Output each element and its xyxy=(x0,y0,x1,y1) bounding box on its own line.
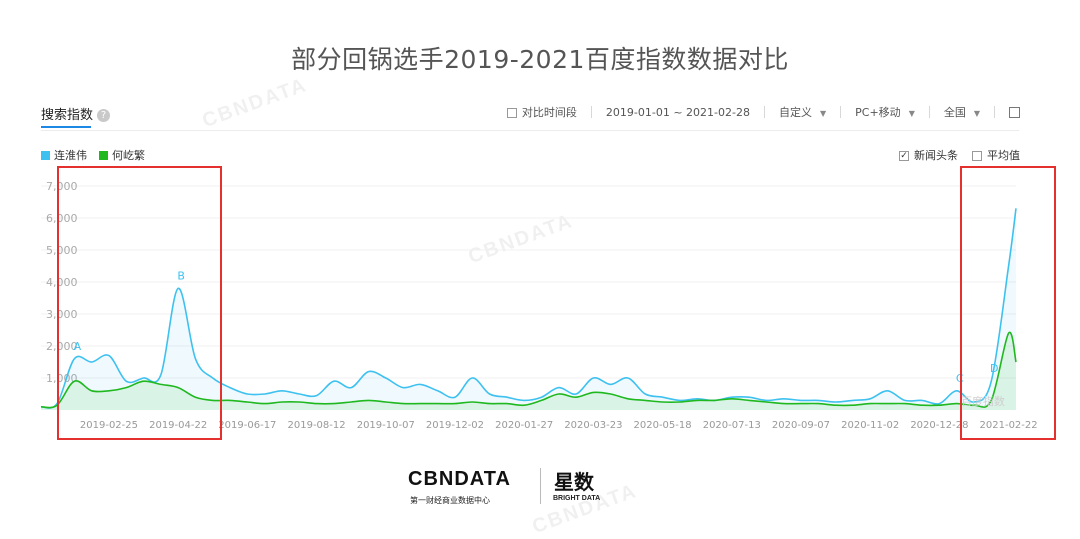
divider xyxy=(41,130,1019,131)
baidu-index-watermark: 百度指数 xyxy=(961,394,1005,408)
legend-label: 连淮伟 xyxy=(54,149,87,162)
region-dropdown[interactable]: 全国 ▼ xyxy=(944,104,980,120)
series-area-1 xyxy=(41,208,1016,410)
legend-swatch xyxy=(41,150,50,160)
chart-title: 部分回锅选手2019-2021百度指数数据对比 xyxy=(291,45,789,74)
footer-brand: CBNDATA 第一财经商业数据中心 星数 BRIGHT DATA xyxy=(0,462,1080,512)
y-tick-label: 7,000 xyxy=(46,180,78,193)
annotation-label: A xyxy=(74,340,82,353)
separator xyxy=(928,106,930,118)
x-tick-label: 2019-12-02 xyxy=(426,420,484,431)
custom-dropdown[interactable]: 自定义 ▼ xyxy=(779,104,826,120)
legend-label: 何屹繁 xyxy=(112,149,145,162)
panel-tab-underline xyxy=(41,126,91,128)
export-icon[interactable] xyxy=(1009,106,1020,118)
highlight-box-left xyxy=(57,166,222,440)
caret-down-icon: ▼ xyxy=(908,109,915,118)
date-range[interactable]: 2019-01-01 ~ 2021-02-28 xyxy=(605,105,750,119)
checkbox-icon[interactable] xyxy=(506,108,517,118)
separator xyxy=(764,106,765,118)
caret-down-icon: ▼ xyxy=(820,109,827,118)
series-line-1 xyxy=(40,208,1017,409)
x-tick-label: 2019-10-07 xyxy=(357,420,415,431)
y-tick-label: 4,000 xyxy=(46,276,78,289)
x-tick-label: 2020-11-02 xyxy=(841,420,899,431)
x-tick-label: 2020-05-18 xyxy=(634,420,692,431)
x-tick-label: 2019-06-17 xyxy=(218,420,276,431)
cbndata-logo: CBNDATA xyxy=(408,468,511,490)
average-toggle[interactable]: 平均值 xyxy=(972,147,1020,163)
y-tick-label: 6,000 xyxy=(46,212,78,225)
x-tick-label: 2019-04-22 xyxy=(149,420,207,431)
legend: 连淮伟 何屹繁 xyxy=(41,147,145,163)
y-tick-label: 1,000 xyxy=(46,372,78,385)
x-tick-label: 2019-08-12 xyxy=(288,420,346,431)
y-tick-label: 5,000 xyxy=(46,244,78,257)
compare-toggle[interactable]: 对比时间段 xyxy=(506,104,577,120)
brightdata-logo: 星数 xyxy=(554,470,594,494)
x-tick-label: 2019-02-25 xyxy=(80,420,138,431)
separator xyxy=(840,106,842,118)
panel-title-label: 搜索指数 xyxy=(41,108,94,123)
compare-label: 对比时间段 xyxy=(521,106,577,119)
device-label: PC+移动 xyxy=(855,106,901,119)
x-tick-label: 2021-02-22 xyxy=(980,420,1038,431)
x-tick-label: 2020-09-07 xyxy=(772,420,830,431)
y-tick-label: 2,000 xyxy=(46,340,78,353)
checkbox-checked-icon[interactable]: ✓ xyxy=(899,151,909,161)
annotation-label: C xyxy=(956,372,964,385)
x-tick-label: 2020-07-13 xyxy=(703,420,761,431)
legend-item-series-1[interactable]: 连淮伟 xyxy=(41,147,87,163)
region-label: 全国 xyxy=(943,106,966,119)
news-toggle[interactable]: ✓ 新闻头条 xyxy=(899,147,958,163)
separator xyxy=(994,106,995,118)
y-tick-label: 3,000 xyxy=(46,308,78,321)
legend-item-series-2[interactable]: 何屹繁 xyxy=(99,147,145,163)
toolbar: 对比时间段 2019-01-01 ~ 2021-02-28 自定义 ▼ PC+移动… xyxy=(506,104,1020,120)
help-icon[interactable]: ? xyxy=(97,109,111,122)
series-area-2 xyxy=(41,332,1016,410)
device-dropdown[interactable]: PC+移动 ▼ xyxy=(855,104,915,120)
chart-options: ✓ 新闻头条 平均值 xyxy=(899,147,1020,163)
checkbox-icon[interactable] xyxy=(972,151,982,161)
separator xyxy=(590,106,592,118)
annotation-label: D xyxy=(990,362,998,375)
highlight-box-right xyxy=(960,166,1056,440)
series-line-2 xyxy=(40,331,1017,409)
x-tick-label: 2020-01-27 xyxy=(495,420,553,431)
caret-down-icon: ▼ xyxy=(973,109,980,118)
custom-label: 自定义 xyxy=(779,106,812,119)
panel-title[interactable]: 搜索指数? xyxy=(41,104,111,123)
annotation-label: B xyxy=(177,269,185,282)
x-tick-label: 2020-12-28 xyxy=(910,420,968,431)
brightdata-subtitle: BRIGHT DATA xyxy=(553,495,601,502)
cbndata-subtitle: 第一财经商业数据中心 xyxy=(410,496,490,505)
average-label: 平均值 xyxy=(987,149,1020,162)
news-label: 新闻头条 xyxy=(914,149,958,162)
brand-separator xyxy=(540,468,541,504)
legend-swatch xyxy=(99,150,108,160)
x-tick-label: 2020-03-23 xyxy=(564,420,622,431)
